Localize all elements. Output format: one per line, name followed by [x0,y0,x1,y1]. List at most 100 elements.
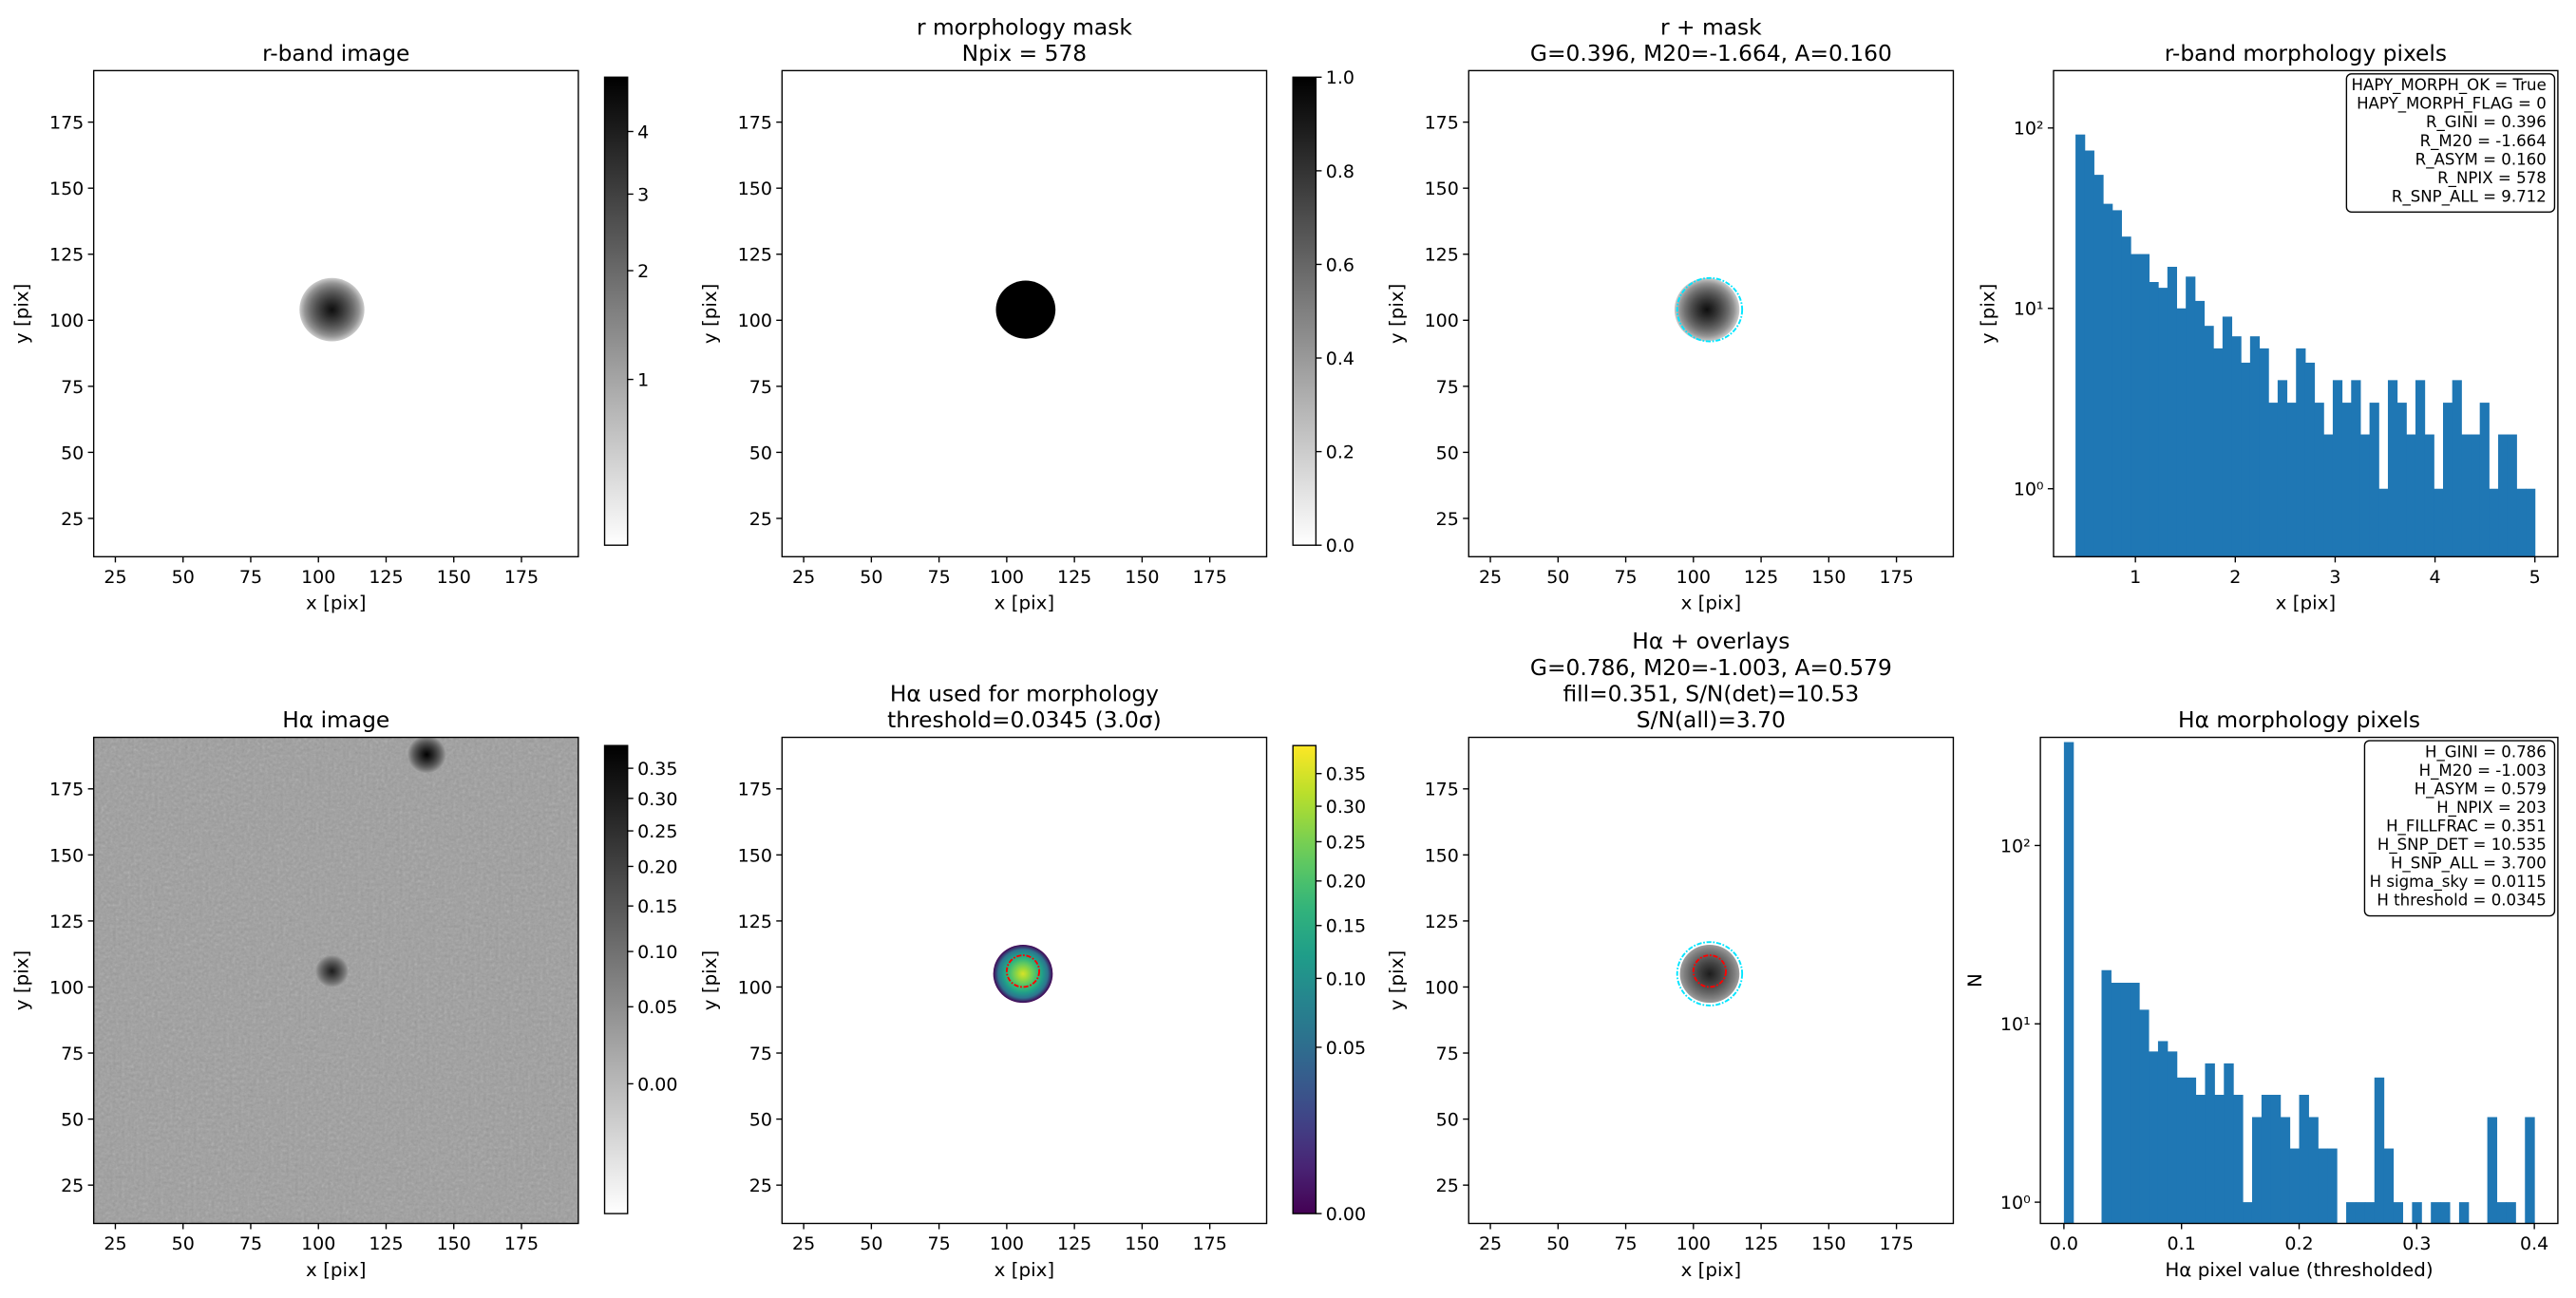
y-tick-label: 125 [49,245,84,266]
bar [2412,1202,2422,1224]
x-tick-label: 25 [792,1233,815,1254]
y-tick-label: 50 [1436,1109,1459,1130]
bar [2487,1117,2498,1224]
colorbar-tick-label: 0.15 [1326,916,1366,937]
bar [2471,434,2481,557]
x-tick-label: 75 [928,567,951,588]
bar [2461,434,2472,557]
bar [2314,403,2324,557]
bar [2149,282,2159,557]
colorbar-tick-label: 0.00 [1326,1204,1366,1225]
bar [2149,1051,2159,1224]
x-tick-label: 150 [1811,567,1846,588]
axes-frame [781,69,1268,557]
colorbar-tick-label: 0.30 [637,789,677,810]
bar [2393,1202,2403,1224]
panel-title: fill=0.351, S/N(det)=10.53 [1563,680,1859,706]
x-tick-label: 0.2 [2284,1233,2313,1254]
panel: 0.0 0.1 0.2 0.3 0.4 10⁰ 10¹ 10² Hα morphology pi… [1964,706,2559,1281]
y-tick-label: 25 [749,509,772,530]
y-tick-label: 75 [1436,377,1459,398]
bar [2093,175,2104,557]
panel-title: r + mask [1660,13,1762,40]
colorbar-tick-label: 0.25 [1326,832,1366,853]
y-tick-label: 125 [1425,912,1459,932]
contour [1676,941,1744,1006]
x-axis-label: x [pix] [2276,593,2336,614]
panel-title: Hα used for morphology [890,680,1159,706]
y-tick-label: 10¹ [2000,1014,2031,1035]
contour [1005,954,1041,988]
bar [2158,288,2169,557]
bar [2507,434,2517,557]
bar [2280,1117,2291,1224]
panel: 0.00 0.05 0.10 0.15 0.20 0.25 0.30 0.35 25 50 75 10… [699,680,1366,1280]
x-tick-label: 25 [104,567,126,588]
bar [2304,362,2316,557]
bar [2308,1117,2319,1224]
colorbar [603,76,629,546]
bar [2525,1117,2535,1224]
bar [2131,254,2141,557]
y-tick-label: 175 [738,113,772,134]
bar [2261,1095,2272,1224]
panel-title: Npix = 578 [962,40,1087,66]
annotation-frame [2363,740,2556,917]
source [993,944,1053,1004]
panel: 0.0 0.2 0.4 0.6 0.8 1.0 25 50 75 100 125 150 175 25 50… [699,13,1354,613]
source [1674,277,1740,342]
bar [2222,316,2233,557]
bar [2323,434,2334,557]
x-tick-label: 5 [2529,567,2541,588]
colorbar [1292,744,1317,1214]
y-tick-label: 25 [749,1176,772,1196]
y-tick-label: 75 [749,377,772,398]
x-tick-label: 25 [104,1233,126,1254]
x-tick-label: 175 [1193,1233,1227,1254]
plot-area [995,280,1056,339]
panel-title: G=0.396, M20=-1.664, A=0.160 [1530,40,1892,66]
bar [2496,1202,2507,1224]
x-tick-label: 4 [2430,567,2441,588]
x-tick-label: 150 [1125,1233,1159,1254]
x-tick-label: 75 [239,567,262,588]
colorbar [603,744,629,1214]
x-tick-label: 75 [239,1233,262,1254]
annotation-line: H_ASYM = 0.579 [2415,780,2547,799]
y-tick-label: 175 [1425,780,1459,800]
annotation-line: R_SNP_ALL = 9.712 [2392,187,2547,206]
x-tick-label: 125 [1057,567,1091,588]
x-axis-label: Hα pixel value (thresholded) [2165,1259,2433,1281]
x-tick-label: 3 [2329,567,2340,588]
plot-area [93,737,578,1224]
colorbar-tick-label: 0.05 [637,997,677,1018]
bar [2355,1202,2366,1224]
y-tick-label: 75 [61,1044,84,1064]
y-tick-label: 150 [738,845,772,866]
y-tick-label: 150 [49,179,84,199]
axes-frame [1468,736,1955,1225]
colorbar-tick-label: 0.2 [1326,442,1354,463]
bar [2121,236,2131,557]
y-tick-label: 50 [61,1109,84,1130]
colorbar-tick-label: 0.10 [1326,969,1366,989]
colorbar-tick-label: 0.15 [637,896,677,917]
y-tick-label: 100 [1425,310,1459,331]
bar [2415,380,2426,557]
x-tick-label: 50 [1546,1233,1569,1254]
x-tick-label: 100 [301,1233,335,1254]
bar [2186,276,2196,557]
bar [2084,150,2094,557]
x-tick-label: 125 [369,1233,403,1254]
x-tick-label: 150 [1811,1233,1846,1254]
bar [2063,742,2074,1224]
bar [2120,982,2131,1224]
bar [2139,254,2150,557]
bar [2111,982,2121,1224]
axes-frame [781,736,1268,1225]
x-tick-label: 125 [1057,1233,1091,1254]
bar [2176,308,2187,557]
bar [2167,266,2178,557]
